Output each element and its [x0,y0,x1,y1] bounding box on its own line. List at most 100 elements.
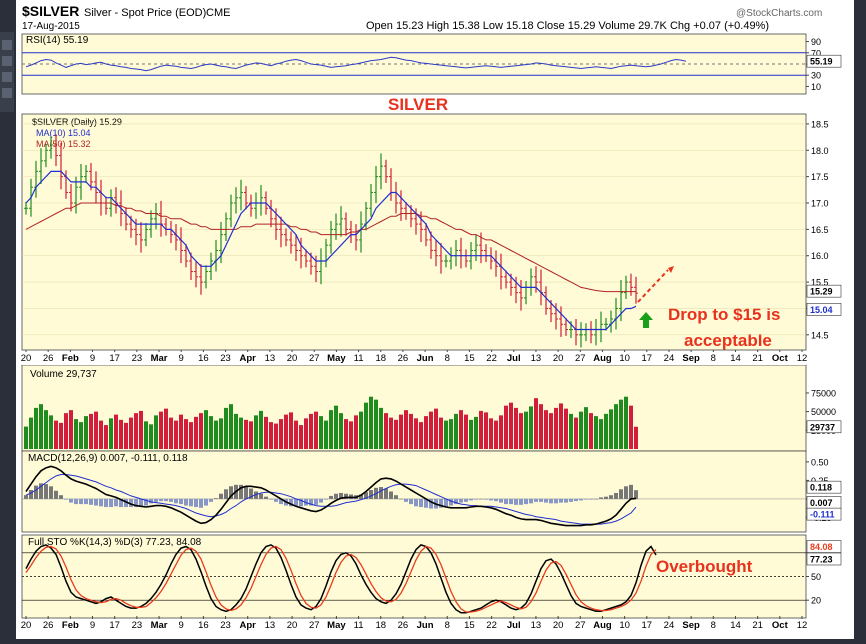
x-tick-label-bottom: Mar [151,620,168,631]
rsi-layer [22,52,806,76]
panel-backgrounds [21,33,807,619]
price-tick-label: 17.0 [811,199,829,209]
x-tick-label-bottom: 27 [575,620,586,631]
macd-histogram-bar [599,497,603,499]
macd-histogram-bar [634,490,638,499]
x-tick-label-top: 20 [553,353,564,364]
volume-bar [509,402,513,449]
volume-bar [114,414,118,449]
value-tag-label: -0.111 [810,510,835,520]
toolbar-button-icon[interactable] [2,56,12,66]
macd-histogram-bar [334,493,338,499]
stochastic-tick-label: 50 [811,572,821,582]
rsi-legend: RSI(14) 55.19 [26,35,89,46]
volume-bar [569,413,573,449]
volume-bar [634,426,638,449]
macd-histogram-bar [29,490,33,499]
macd-histogram-bar [179,498,183,505]
volume-bar [209,416,213,449]
volume-bar [69,410,73,449]
macd-histogram-bar [24,495,28,499]
macd-histogram-bar [109,498,113,508]
price-panel [21,113,807,351]
volume-bar [369,396,373,449]
macd-histogram-bar [154,498,158,502]
macd-histogram-bar [209,498,213,502]
volume-bar [359,411,363,449]
macd-histogram-bar [594,498,598,500]
volume-bar [269,422,273,449]
volume-bar [184,419,188,449]
x-tick-label-bottom: 13 [531,620,542,631]
macd-histogram-bar [484,498,488,500]
volume-bar [354,415,358,449]
macd-histogram-bar [619,489,623,499]
grid-layer [22,123,806,336]
volume-bar [204,410,208,449]
volume-bar [524,411,528,449]
volume-bar [214,420,218,449]
volume-bar [374,399,378,449]
x-tick-label-bottom: 23 [220,620,231,631]
header: $SILVER Silver - Spot Price (EOD) CME 17… [22,3,822,32]
stochastic-layer [22,544,806,614]
value-tag [806,540,842,553]
macd-histogram-bar [529,498,533,504]
volume-bar [319,416,323,449]
macd-histogram-bar [279,498,283,505]
value-tag [806,507,842,521]
volume-bar [624,396,628,449]
volume-bar [229,404,233,449]
ma10-legend: MA(10) 15.04 [36,128,91,138]
macd-histogram-bar [449,498,453,506]
value-tag [806,303,842,316]
value-tag [806,552,842,566]
macd-histogram-bar [419,498,423,508]
macd-histogram-bar [149,498,153,504]
macd-signal-line [25,474,637,525]
macd-histogram-bar [144,498,148,506]
volume-bar [34,407,38,449]
x-tick-label-top: 16 [198,353,209,364]
volume-bar [224,407,228,449]
toolbar-button-icon[interactable] [2,72,12,82]
volume-bar [24,426,28,449]
volume-bar [59,422,63,449]
volume-bar [84,416,88,449]
x-tick-label-top: 17 [109,353,120,364]
macd-histogram-bar [169,498,173,502]
volume-bar [459,410,463,449]
x-tick-label-bottom: 10 [619,620,630,631]
macd-histogram-bar [369,490,373,499]
toolbar-button-icon[interactable] [2,40,12,50]
price-layer [24,134,638,348]
macd-histogram-bar [329,495,333,499]
volume-bar [324,420,328,449]
volume-bar [529,406,533,449]
macd-histogram-bar [444,498,448,508]
macd-histogram-bar [499,498,503,503]
macd-histogram-bar [389,491,393,499]
macd-histogram-bar [514,498,518,505]
macd-histogram-bar [439,498,443,508]
macd-histogram-bar [414,498,418,507]
x-tick-label-top: Apr [240,353,257,364]
macd-histogram-bar [379,487,383,499]
macd-histogram-bar [544,498,548,503]
ma50-line [25,202,636,293]
macd-histogram-bar [429,498,433,509]
x-tick-label-bottom: 20 [21,620,32,631]
volume-bar [94,411,98,449]
toolbar-button-icon[interactable] [2,88,12,98]
x-tick-label-top: 27 [575,353,586,364]
volume-bar [614,404,618,449]
x-tick-label-top: Sep [682,353,700,364]
volume-bar [394,419,398,449]
volume-bar [619,399,623,449]
macd-histogram-bar [569,498,573,502]
volume-bar [479,410,483,449]
stochastic-legend: Full STO %K(14,3) %D(3) 77.23, 84.08 [28,537,202,548]
volume-bar [164,408,168,449]
x-tick-label-top: 24 [664,353,675,364]
